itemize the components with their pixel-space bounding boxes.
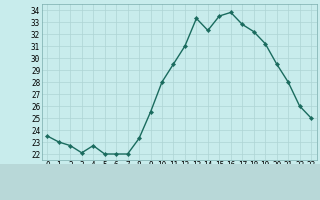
X-axis label: Humidex (Indice chaleur): Humidex (Indice chaleur) (104, 173, 254, 183)
